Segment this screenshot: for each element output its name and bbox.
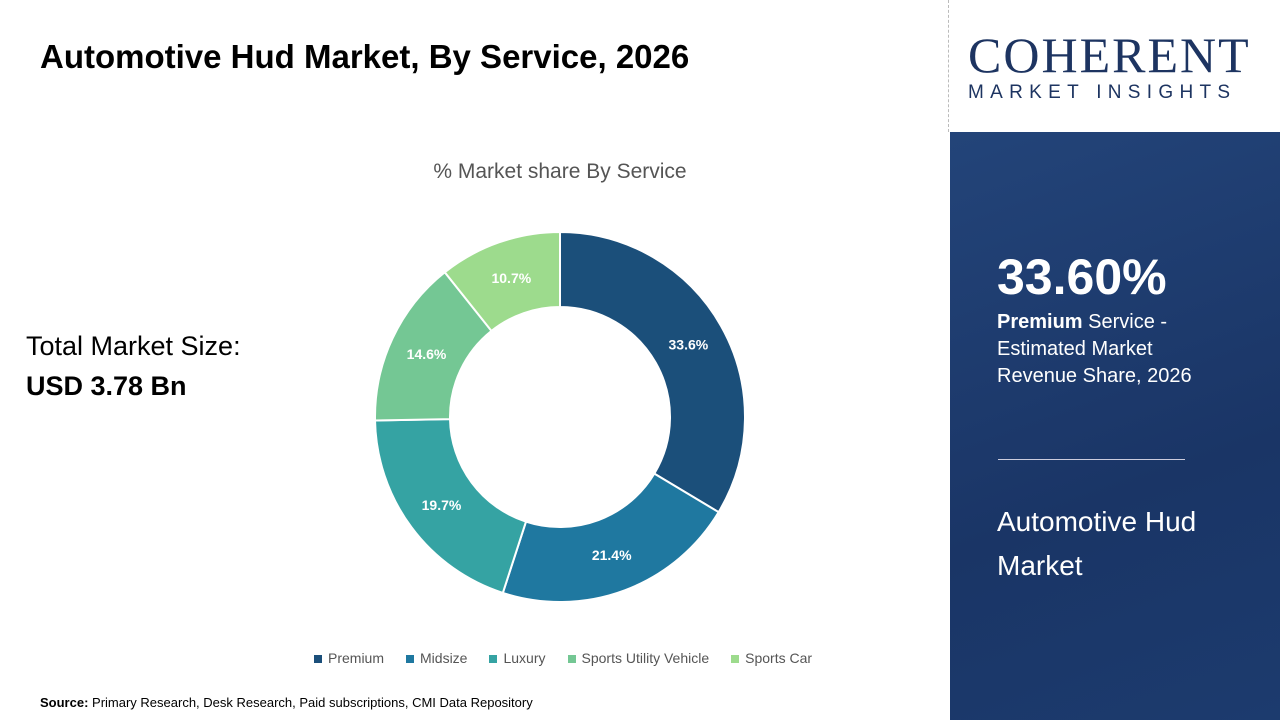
slice-luxury — [374, 418, 528, 595]
data-label: 19.7% — [422, 497, 462, 513]
chart-title: % Market share By Service — [433, 160, 687, 183]
legend-label: Luxury — [503, 650, 546, 666]
slice-midsize — [501, 472, 721, 603]
data-label: 10.7% — [491, 270, 531, 286]
divider — [948, 0, 949, 132]
legend-swatch — [406, 655, 415, 663]
legend-item: Sports Car — [731, 650, 812, 666]
logo-line2: MARKET INSIGHTS — [968, 82, 1237, 103]
total-value: USD 3.78 Bn — [26, 371, 187, 401]
highlight-text: Service - Estimated Market Revenue Share… — [997, 311, 1192, 387]
source: Source: Primary Research, Desk Research,… — [40, 695, 533, 710]
legend-swatch — [314, 655, 322, 663]
legend-item: Luxury — [489, 650, 546, 666]
slice-premium — [559, 230, 746, 514]
highlight-percent: 33.60% — [997, 249, 1167, 305]
legend-label: Midsize — [420, 650, 468, 666]
legend: Premium Midsize Luxury Sports Utility Vehic… — [314, 650, 812, 666]
total-label: Total Market Size: — [26, 331, 241, 361]
highlight-segment: Premium — [997, 311, 1083, 333]
side-panel — [950, 132, 1280, 720]
market-name: Automotive Hud Market — [997, 506, 1197, 581]
legend-swatch — [567, 655, 576, 663]
highlight-description: Premium Service - Estimated Market Reven… — [997, 309, 1227, 390]
legend-item: Premium — [314, 650, 384, 666]
total-market-size: Total Market Size: USD 3.78 Bn — [26, 326, 241, 406]
legend-label: Premium — [328, 650, 385, 666]
source-label: Source: — [40, 695, 89, 710]
source-text: Primary Research, Desk Research, Paid su… — [88, 695, 533, 710]
data-label: 21.4% — [592, 547, 632, 563]
data-label: 14.6% — [407, 346, 447, 362]
slice-sports-car — [443, 230, 561, 333]
legend-swatch — [489, 655, 498, 663]
legend-item: Sports Utility Vehicle — [567, 650, 710, 666]
legend-item: Midsize — [406, 650, 467, 666]
legend-label: Sports Utility Vehicle — [581, 650, 710, 666]
legend-swatch — [731, 655, 740, 663]
legend-label: Sports Car — [745, 650, 813, 666]
data-label: 33.6% — [669, 336, 709, 352]
panel-separator — [998, 459, 1185, 460]
page-title: Automotive Hud Market, By Service, 2026 — [40, 38, 690, 75]
logo-line1: COHERENT — [968, 27, 1251, 83]
logo: COHERENT MARKET INSIGHTS — [968, 30, 1263, 104]
